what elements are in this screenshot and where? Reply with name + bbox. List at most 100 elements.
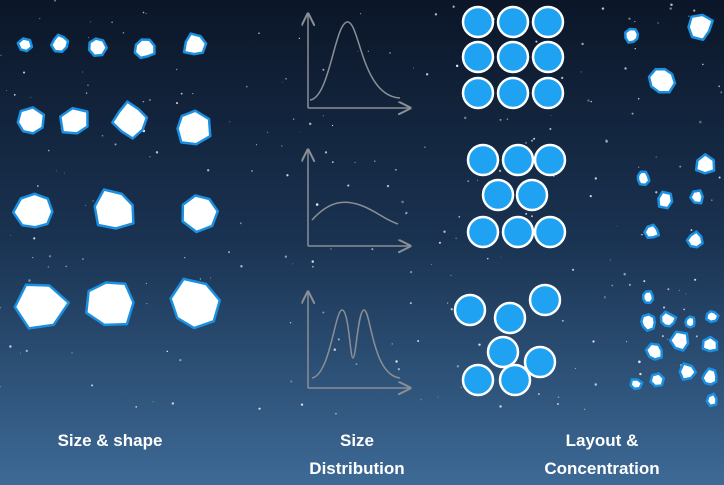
- star: [322, 68, 325, 71]
- particle: [13, 283, 70, 330]
- star: [655, 156, 657, 158]
- star: [455, 64, 459, 68]
- particle: [687, 13, 714, 42]
- star: [88, 37, 89, 38]
- star: [456, 365, 460, 368]
- star: [258, 407, 261, 410]
- star: [667, 288, 670, 291]
- star: [312, 265, 314, 268]
- star: [394, 168, 397, 171]
- star: [135, 405, 138, 408]
- star: [550, 115, 552, 117]
- particle-circle: [501, 143, 535, 177]
- star: [587, 99, 590, 102]
- star: [638, 360, 641, 364]
- particle-circle: [466, 215, 500, 249]
- particle-circle: [481, 178, 515, 212]
- particle-circle: [461, 40, 495, 74]
- star: [166, 350, 169, 353]
- star: [360, 13, 362, 15]
- star: [71, 352, 73, 354]
- star: [324, 151, 328, 154]
- star: [30, 96, 32, 98]
- star: [282, 81, 284, 83]
- star: [623, 272, 626, 276]
- star: [605, 139, 607, 141]
- star: [331, 124, 334, 127]
- particle-circle: [486, 335, 520, 369]
- star: [85, 92, 88, 94]
- star: [698, 120, 702, 124]
- star: [478, 343, 481, 346]
- star: [506, 118, 509, 120]
- particle: [694, 153, 716, 175]
- star: [629, 283, 631, 286]
- particle: [641, 289, 655, 305]
- star: [386, 184, 390, 188]
- star: [47, 266, 50, 268]
- particle: [87, 37, 108, 57]
- star: [25, 349, 28, 353]
- star: [458, 215, 461, 218]
- particle-circle: [496, 5, 530, 39]
- star: [33, 237, 36, 240]
- particle: [16, 106, 46, 135]
- star: [679, 165, 682, 168]
- star: [477, 179, 478, 181]
- star: [322, 115, 324, 117]
- particle: [657, 190, 674, 210]
- star: [553, 175, 555, 177]
- star: [289, 321, 292, 324]
- star: [335, 412, 337, 415]
- star: [19, 352, 21, 354]
- star: [670, 3, 673, 7]
- star: [537, 393, 540, 395]
- star: [701, 63, 704, 66]
- star: [437, 396, 439, 398]
- column-label: Distribution: [309, 459, 404, 478]
- star: [28, 279, 31, 282]
- star: [667, 338, 669, 340]
- star: [409, 302, 412, 305]
- star: [255, 144, 258, 146]
- particle-circle: [533, 215, 567, 249]
- star: [631, 112, 634, 115]
- star: [371, 248, 374, 251]
- star: [605, 139, 608, 143]
- star: [36, 185, 39, 187]
- star: [397, 368, 401, 371]
- star: [531, 139, 534, 142]
- particle: [678, 362, 698, 381]
- star: [524, 141, 528, 145]
- star: [87, 84, 89, 87]
- star: [455, 237, 457, 240]
- star: [425, 73, 429, 76]
- star: [47, 149, 50, 152]
- star: [298, 37, 300, 39]
- star: [657, 22, 659, 24]
- star: [145, 282, 148, 285]
- particle: [11, 192, 54, 229]
- star: [557, 396, 560, 399]
- star: [637, 98, 640, 100]
- star: [207, 169, 210, 172]
- particle-circle: [531, 40, 565, 74]
- star: [405, 211, 408, 214]
- star: [245, 85, 248, 88]
- particle: [182, 32, 208, 56]
- particle: [624, 27, 640, 44]
- star: [311, 260, 314, 263]
- star: [81, 257, 84, 261]
- star: [13, 94, 16, 96]
- star: [179, 359, 182, 362]
- particle: [640, 313, 657, 332]
- star: [337, 338, 340, 341]
- star: [10, 234, 11, 236]
- star: [535, 40, 538, 43]
- star: [251, 170, 253, 172]
- particle: [629, 378, 644, 391]
- particle-circle: [528, 283, 562, 317]
- particle: [701, 367, 718, 386]
- star: [183, 256, 186, 259]
